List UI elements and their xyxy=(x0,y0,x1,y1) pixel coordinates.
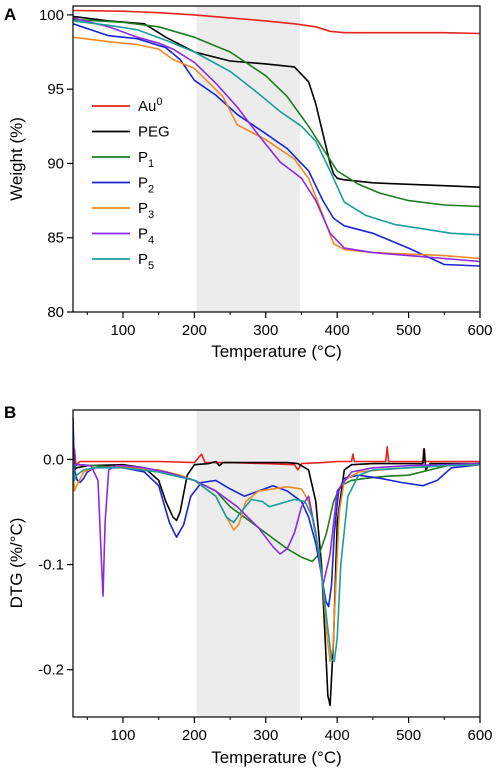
x-tick-label: 600 xyxy=(467,727,492,744)
x-tick-label: 300 xyxy=(253,322,278,339)
shaded-temperature-region xyxy=(196,410,301,717)
plot-frame xyxy=(72,5,481,313)
shaded-temperature-region xyxy=(196,6,301,312)
series-line-au0 xyxy=(73,445,480,471)
legend: Au0 PEG P1 P2 P3 P4 P5 xyxy=(92,96,170,272)
legend-label-p3: P3 xyxy=(138,200,154,221)
y-tick-label: 85 xyxy=(47,230,64,247)
series-line-p1 xyxy=(73,18,480,208)
series-line-peg xyxy=(73,438,480,707)
x-tick-label: 100 xyxy=(110,322,135,339)
series-line-p4 xyxy=(73,462,480,597)
x-tick-label: 400 xyxy=(325,322,350,339)
series-line-p5 xyxy=(73,459,480,663)
y-tick-label: 100 xyxy=(39,7,64,24)
legend-label-p4: P4 xyxy=(138,226,154,247)
y-tick-label: -0.2 xyxy=(38,662,64,679)
x-tick-label: 500 xyxy=(396,727,421,744)
series-line-au0 xyxy=(73,9,480,35)
x-axis-title: Temperature (°C) xyxy=(211,342,342,361)
series-line-p5 xyxy=(73,20,480,236)
plot-frame xyxy=(72,409,481,718)
y-tick-label: 80 xyxy=(47,304,64,321)
legend-label-peg: PEG xyxy=(138,124,170,141)
y-tick-label: -0.1 xyxy=(38,557,64,574)
y-axis-title: DTG (%/°C) xyxy=(7,518,26,609)
legend-label-p2: P2 xyxy=(138,175,154,196)
series-line-p2 xyxy=(73,23,480,267)
legend-label-au0: Au0 xyxy=(138,96,162,115)
y-tick-label: 0.0 xyxy=(43,451,64,468)
x-tick-label: 200 xyxy=(182,727,207,744)
series-line-peg xyxy=(73,15,480,188)
panel-letter: B xyxy=(4,403,16,422)
y-tick-label: 95 xyxy=(47,81,64,98)
x-tick-label: 400 xyxy=(325,727,350,744)
x-axis-title: Temperature (°C) xyxy=(211,748,342,767)
x-tick-label: 300 xyxy=(253,727,278,744)
y-tick-label: 90 xyxy=(47,155,64,172)
legend-label-p5: P5 xyxy=(138,251,154,272)
x-tick-label: 500 xyxy=(396,322,421,339)
panel-letter: A xyxy=(4,5,16,24)
panel-b: 100 200 300 400 500 600 0.0 -0.1 -0.2 Temperature… xyxy=(4,403,493,767)
x-tick-label: 200 xyxy=(182,322,207,339)
series-line-p4 xyxy=(73,17,480,263)
series-line-p3 xyxy=(73,459,480,663)
x-tick-label: 100 xyxy=(110,727,135,744)
x-tick-label: 600 xyxy=(467,322,492,339)
panel-a: 100 200 300 400 500 600 80 85 90 95 100 Temperature… xyxy=(4,5,493,361)
y-axis-title: Weight (%) xyxy=(7,117,26,201)
legend-label-p1: P1 xyxy=(138,149,154,170)
